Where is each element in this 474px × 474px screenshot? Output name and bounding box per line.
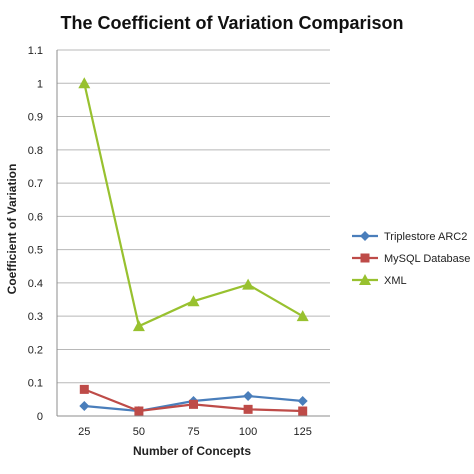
y-tick-label: 1	[37, 78, 43, 90]
legend-label: MySQL Database	[384, 253, 470, 265]
y-axis-title: Coefficient of Variation	[5, 164, 19, 295]
legend-label: XML	[384, 275, 407, 287]
x-tick-label: 125	[294, 426, 312, 438]
legend-marker	[360, 231, 370, 241]
y-tick-label: 0.7	[28, 178, 43, 190]
data-point	[189, 399, 198, 409]
data-series	[78, 77, 309, 417]
series-triangle	[78, 77, 309, 332]
y-tick-label: 0.6	[28, 211, 43, 223]
x-tick-label: 75	[187, 426, 199, 438]
data-point	[297, 396, 308, 407]
y-tick-label: 0.3	[28, 311, 43, 323]
data-point	[79, 401, 90, 412]
data-point	[187, 295, 200, 307]
legend-marker	[359, 274, 371, 285]
y-tick-label: 1.1	[28, 45, 43, 57]
y-tick-label: 0.4	[28, 278, 43, 290]
data-point	[243, 391, 254, 402]
data-point	[134, 406, 144, 416]
x-axis-title: Number of Concepts	[133, 444, 251, 458]
data-point	[242, 278, 255, 290]
x-axis-ticks: 25 50 75 100 125	[78, 426, 312, 438]
data-point	[79, 384, 89, 394]
y-tick-label: 0	[37, 411, 43, 423]
gridlines	[56, 49, 330, 417]
series-square	[79, 384, 308, 416]
y-tick-label: 0.8	[28, 145, 43, 157]
legend: Triplestore ARC2 MySQL Database XML	[352, 231, 470, 287]
data-point	[296, 310, 309, 322]
chart-title: The Coefficient of Variation Comparison	[60, 13, 403, 33]
x-tick-label: 50	[133, 426, 145, 438]
x-tick-label: 25	[78, 426, 90, 438]
data-point	[243, 404, 253, 414]
y-tick-label: 0.2	[28, 344, 43, 356]
y-tick-label: 0.1	[28, 378, 43, 390]
data-point	[298, 406, 308, 416]
data-point	[78, 77, 91, 89]
x-tick-label: 100	[239, 426, 257, 438]
data-point	[132, 320, 145, 332]
legend-label: Triplestore ARC2	[384, 231, 467, 243]
y-tick-label: 0.9	[28, 112, 43, 124]
series-line	[83, 83, 304, 328]
legend-marker	[360, 253, 370, 263]
y-tick-label: 0.5	[28, 245, 43, 257]
y-axis-ticks: 0 0.1 0.2 0.3 0.4 0.5 0.6 0.7 0.8 0.9 1 1.1	[28, 45, 43, 423]
